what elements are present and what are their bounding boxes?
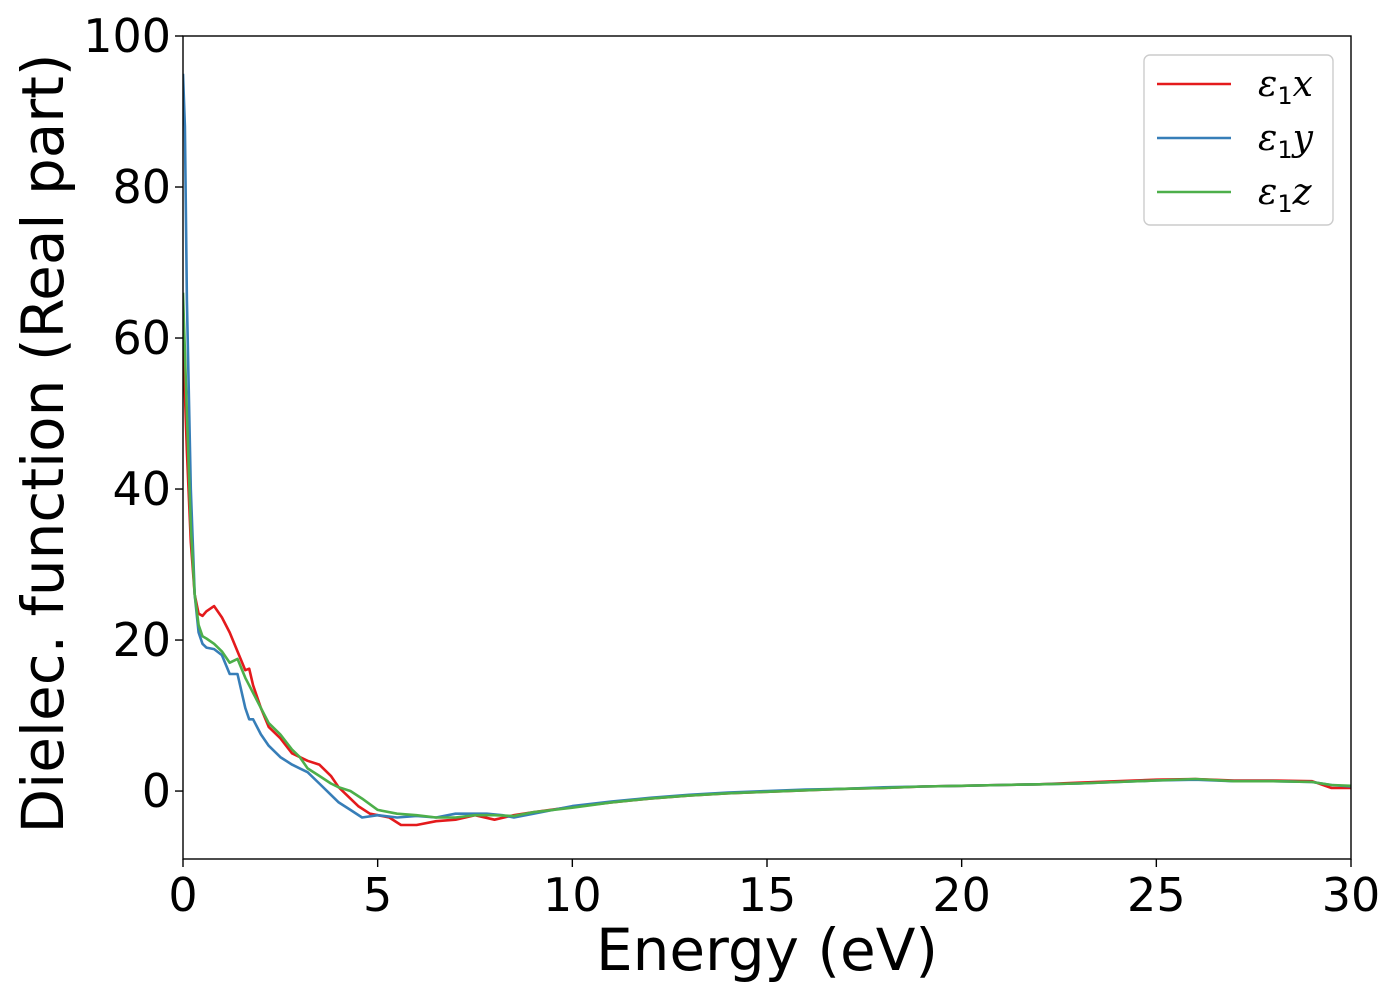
x-tick-label: 20: [932, 868, 991, 922]
legend: ε1x ε1y ε1z: [1143, 54, 1334, 226]
x-axis-title: Energy (eV): [596, 916, 938, 984]
legend-box: [1143, 54, 1334, 226]
y-tick-label: 40: [112, 462, 171, 516]
x-tick-label: 15: [738, 868, 797, 922]
legend-label-x: ε1x: [1258, 64, 1313, 110]
y-tick-label: 100: [83, 9, 171, 63]
x-tick-label: 30: [1322, 868, 1381, 922]
legend-label-y: ε1y: [1258, 118, 1314, 164]
x-tick-label: 5: [363, 868, 392, 922]
y-axis-title: Dielec. function (Real part): [9, 53, 77, 833]
x-axis-ticks: 0 5 10 15 20 25 30: [168, 859, 1380, 922]
y-tick-label: 0: [142, 764, 171, 818]
series-line-x: [183, 337, 1351, 827]
plot-lines: [183, 73, 1351, 827]
y-tick-label: 60: [112, 311, 171, 365]
series-line-z: [183, 292, 1351, 819]
x-tick-label: 10: [543, 868, 602, 922]
x-tick-label: 25: [1127, 868, 1186, 922]
legend-label-z: ε1z: [1258, 172, 1313, 218]
y-tick-label: 80: [112, 160, 171, 214]
y-axis-ticks: 0 20 40 60 80 100: [83, 9, 183, 818]
x-tick-label: 0: [168, 868, 197, 922]
y-tick-label: 20: [112, 613, 171, 667]
